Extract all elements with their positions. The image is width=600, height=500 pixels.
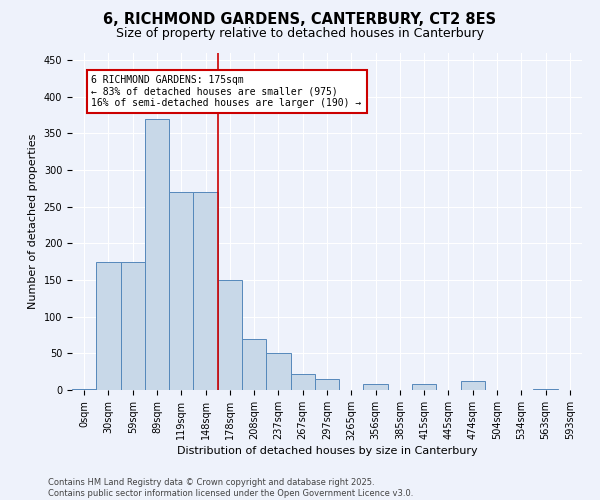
Text: Size of property relative to detached houses in Canterbury: Size of property relative to detached ho… xyxy=(116,28,484,40)
Bar xyxy=(315,379,339,390)
Text: Contains HM Land Registry data © Crown copyright and database right 2025.
Contai: Contains HM Land Registry data © Crown c… xyxy=(48,478,413,498)
Bar xyxy=(121,262,145,390)
Bar xyxy=(96,262,121,390)
Bar xyxy=(218,280,242,390)
Bar xyxy=(169,192,193,390)
Bar xyxy=(533,388,558,390)
X-axis label: Distribution of detached houses by size in Canterbury: Distribution of detached houses by size … xyxy=(176,446,478,456)
Text: 6 RICHMOND GARDENS: 175sqm
← 83% of detached houses are smaller (975)
16% of sem: 6 RICHMOND GARDENS: 175sqm ← 83% of deta… xyxy=(91,74,362,108)
Bar xyxy=(290,374,315,390)
Bar xyxy=(412,384,436,390)
Bar xyxy=(72,388,96,390)
Bar xyxy=(242,338,266,390)
Bar xyxy=(266,354,290,390)
Y-axis label: Number of detached properties: Number of detached properties xyxy=(28,134,38,309)
Text: 6, RICHMOND GARDENS, CANTERBURY, CT2 8ES: 6, RICHMOND GARDENS, CANTERBURY, CT2 8ES xyxy=(103,12,497,28)
Bar xyxy=(364,384,388,390)
Bar xyxy=(461,381,485,390)
Bar xyxy=(145,118,169,390)
Bar xyxy=(193,192,218,390)
